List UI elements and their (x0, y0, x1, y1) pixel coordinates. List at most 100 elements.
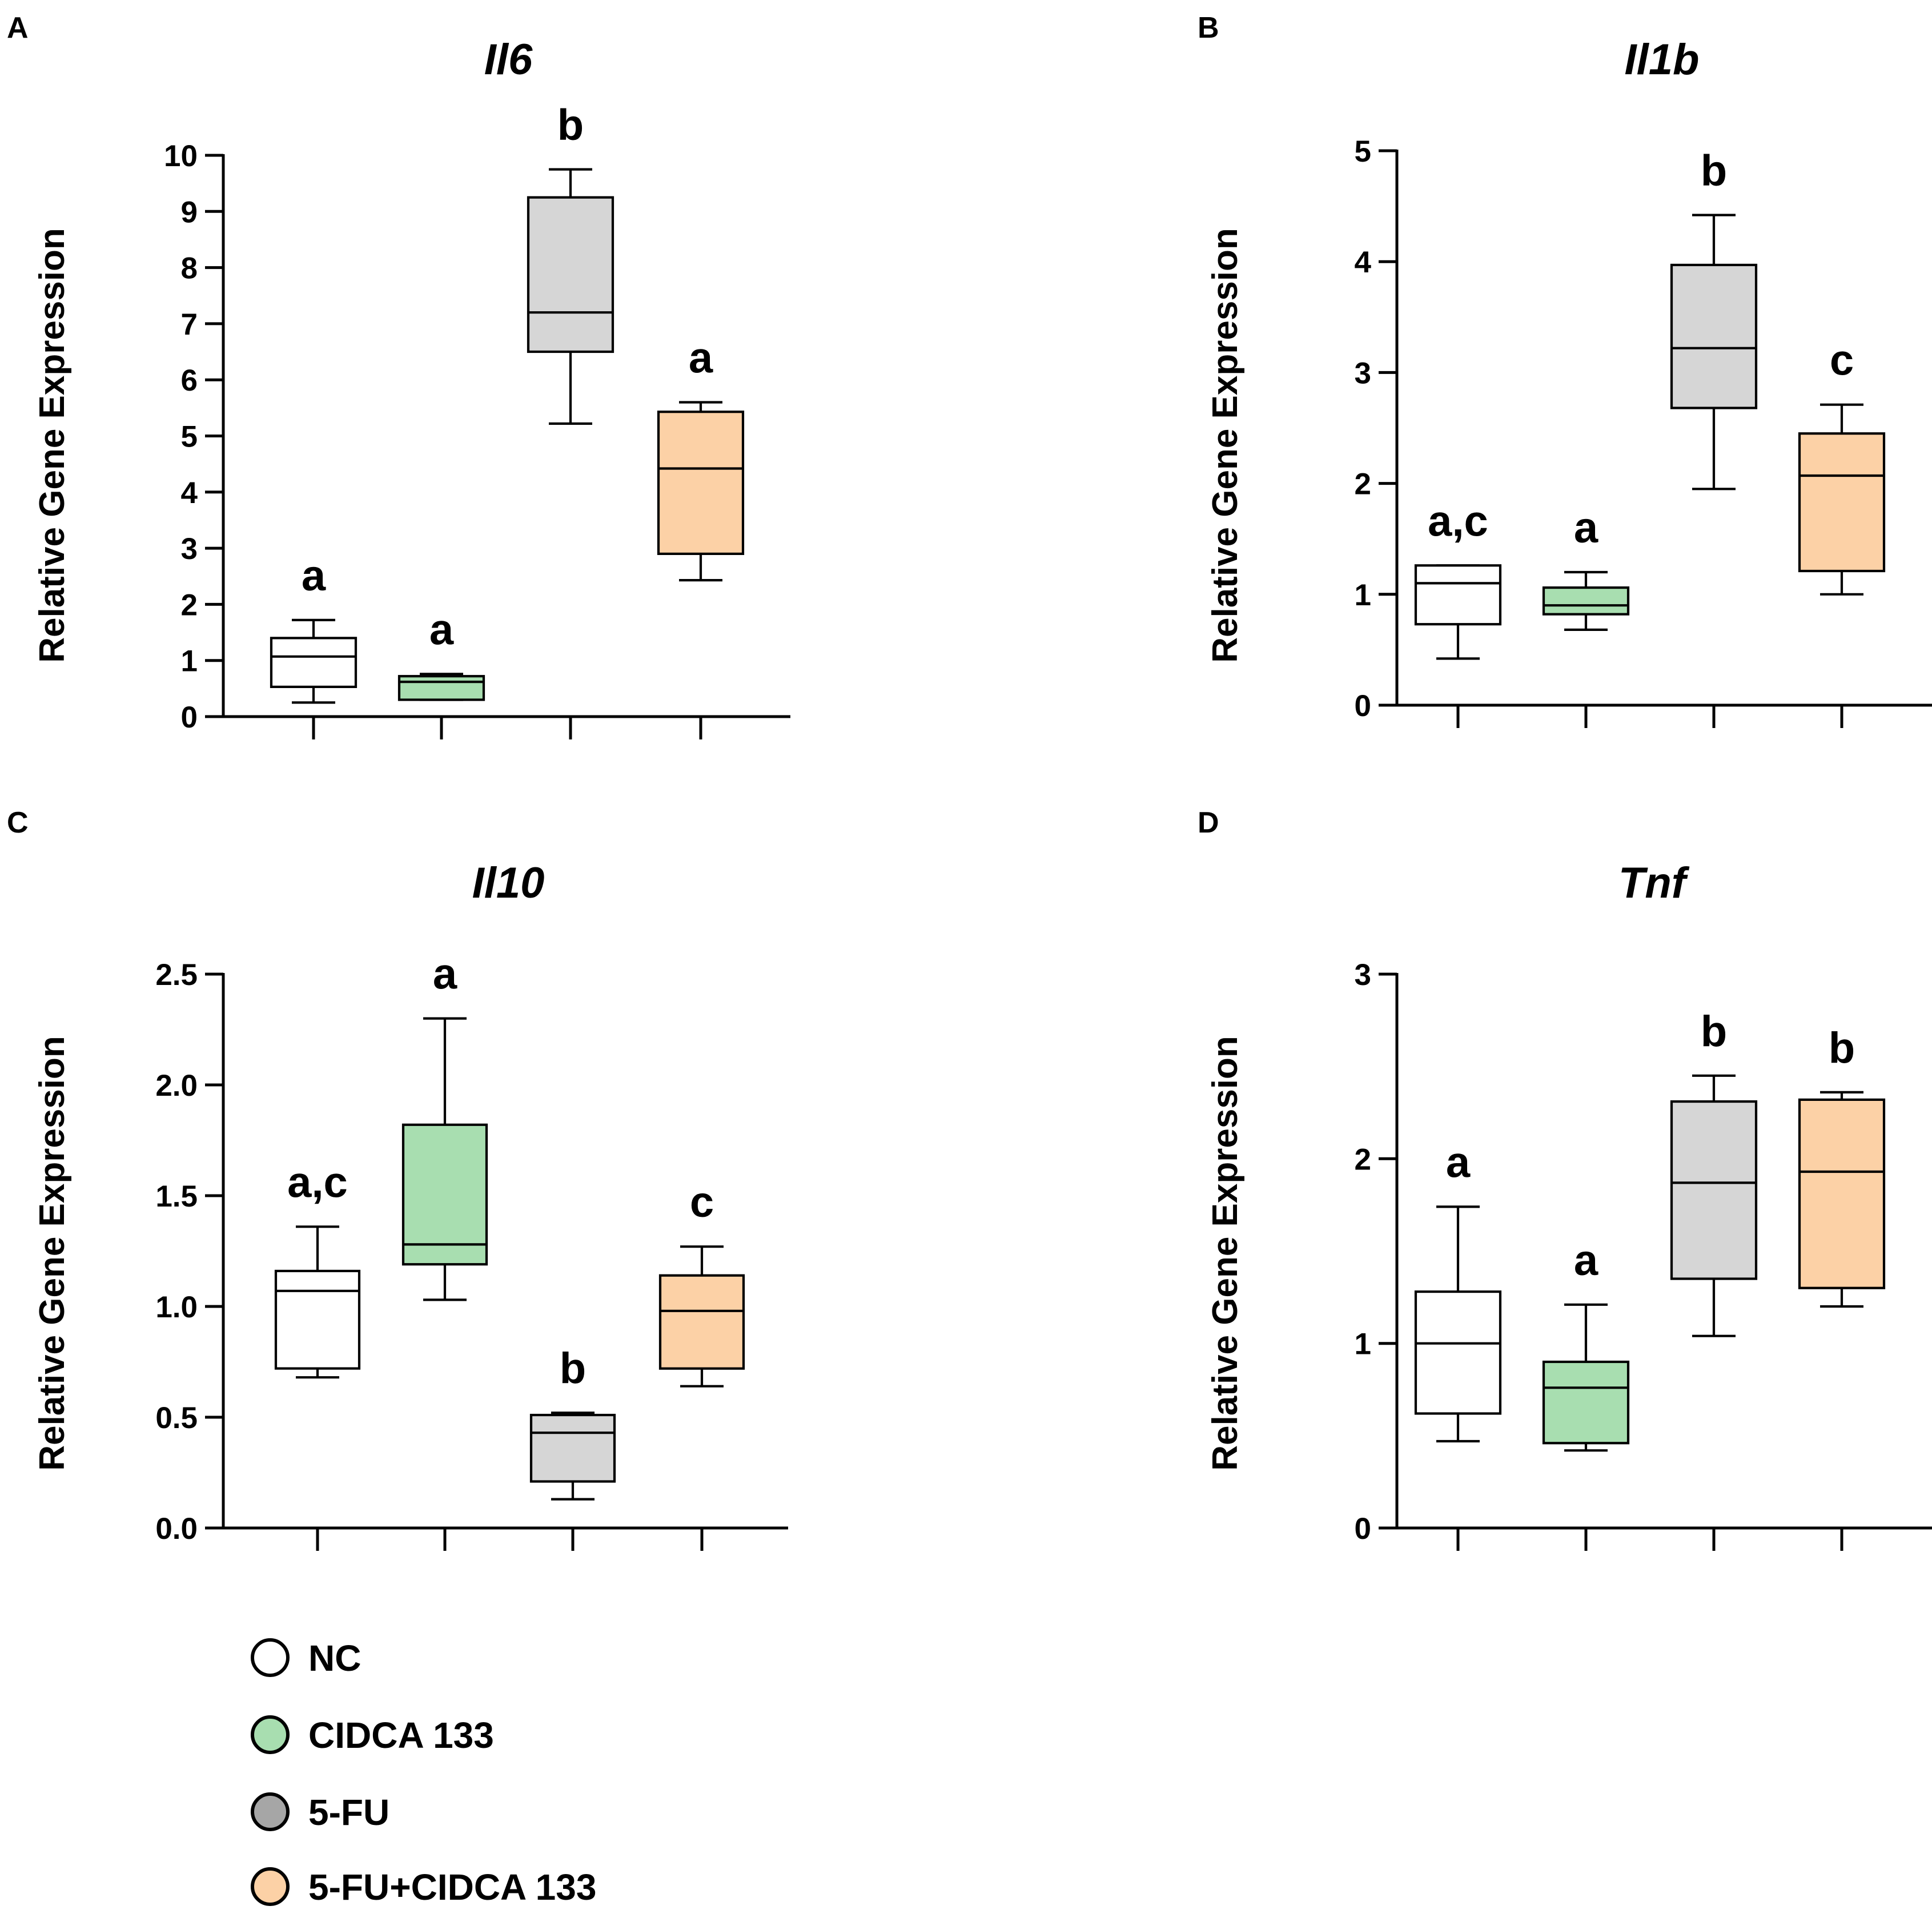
box-5-fu-cidca-133: a (657, 334, 745, 582)
significance-label: b (560, 1344, 586, 1393)
legend-item: 5-FU+CIDCA 133 (251, 1867, 596, 1908)
box-iqr (397, 675, 485, 701)
box-iqr (529, 1414, 616, 1483)
box-nc: a (1414, 1138, 1502, 1443)
y-tick-label: 4 (181, 476, 198, 510)
panel-letter: D (1198, 806, 1219, 839)
significance-label: a (302, 552, 326, 600)
y-tick-label: 1.0 (155, 1290, 198, 1324)
panel-letter: A (7, 11, 29, 45)
y-tick-label: 3 (181, 532, 198, 566)
legend-label: 5-FU (308, 1792, 389, 1833)
y-tick-label: 2.0 (155, 1069, 198, 1103)
y-tick-label: 2 (1355, 468, 1371, 501)
box-5-fu-cidca-133: c (1798, 336, 1886, 596)
box-iqr (1798, 432, 1886, 573)
box-5-fu-cidca-133: c (658, 1178, 745, 1388)
y-tick-label: 0.0 (155, 1512, 198, 1546)
box-iqr (401, 1123, 488, 1266)
y-tick-label: 0 (181, 701, 198, 734)
box-nc: a (270, 552, 358, 704)
y-tick-label: 3 (1355, 958, 1371, 992)
box-iqr (1414, 564, 1502, 626)
box-iqr (657, 411, 745, 556)
y-tick-label: 2 (181, 588, 198, 622)
significance-label: b (1701, 1007, 1727, 1056)
significance-label: a (429, 605, 454, 654)
box-cidca-133: a (1542, 504, 1630, 632)
y-tick-label: 2.5 (155, 958, 198, 992)
box-5-fu-cidca-133: b (1798, 1024, 1886, 1308)
box-cidca-133: a (401, 950, 488, 1301)
chart-title: Il1b (1625, 35, 1700, 84)
y-tick-label: 5 (1355, 135, 1371, 168)
legend-label: CIDCA 133 (308, 1715, 494, 1756)
box-5-fu: b (529, 1344, 616, 1501)
box-nc: a,c (274, 1158, 361, 1379)
y-tick-label: 9 (181, 195, 198, 229)
significance-label: a,c (1428, 497, 1488, 545)
significance-label: a (1574, 504, 1598, 552)
box-cidca-133: a (397, 605, 485, 701)
box-5-fu: b (1670, 1007, 1758, 1337)
legend-swatch (251, 1638, 290, 1677)
y-tick-label: 1.5 (155, 1180, 198, 1213)
box-iqr (527, 196, 614, 353)
y-tick-label: 8 (181, 252, 198, 286)
box-iqr (1414, 1290, 1502, 1415)
y-axis-label: Relative Gene Expression (1206, 1036, 1245, 1471)
box-iqr (1542, 586, 1630, 616)
box-nc: a,c (1414, 497, 1502, 660)
box-iqr (270, 637, 358, 689)
box-iqr (1542, 1360, 1630, 1445)
box-iqr (658, 1274, 745, 1370)
legend-item: NC (251, 1638, 361, 1679)
significance-label: c (1830, 336, 1854, 385)
box-cidca-133: a (1542, 1236, 1630, 1452)
significance-label: a (1574, 1236, 1598, 1285)
y-tick-label: 7 (181, 308, 198, 341)
significance-label: a (433, 950, 457, 999)
y-axis-label: Relative Gene Expression (33, 228, 72, 663)
legend-label: NC (308, 1638, 361, 1679)
panel-a: A Il6 Relative Gene Expression 0 1 2 3 4 5 6 7 8 9 10… (7, 11, 790, 739)
box-iqr (1670, 263, 1758, 409)
significance-label: a (689, 334, 713, 383)
y-tick-label: 2 (1355, 1143, 1371, 1176)
significance-label: b (1829, 1024, 1855, 1072)
panel-letter: B (1198, 11, 1219, 45)
box-iqr (1798, 1098, 1886, 1289)
y-tick-label: 5 (181, 420, 198, 454)
y-tick-label: 0 (1355, 689, 1371, 723)
box-5-fu: b (527, 101, 614, 425)
box-iqr (1670, 1100, 1758, 1280)
panel-c: C Il10 Relative Gene Expression 0.0 0.5 1.0 1.… (7, 806, 788, 1551)
significance-label: a (1446, 1138, 1471, 1187)
panel-letter: C (7, 806, 29, 839)
y-tick-label: 3 (1355, 356, 1371, 390)
y-tick-label: 1 (1355, 578, 1371, 612)
significance-label: c (690, 1178, 714, 1227)
y-tick-label: 6 (181, 364, 198, 397)
significance-label: b (557, 101, 584, 150)
legend-swatch (251, 1715, 290, 1754)
box-5-fu: b (1670, 147, 1758, 490)
y-tick-label: 4 (1355, 246, 1372, 279)
panel-d: D Tnf Relative Gene Expression 0 1 2 3 a a b b (1198, 806, 1932, 1551)
y-axis-label: Relative Gene Expression (33, 1036, 72, 1471)
legend-swatch (251, 1867, 290, 1906)
y-tick-label: 1 (181, 645, 198, 678)
y-axis-label: Relative Gene Expression (1206, 228, 1245, 663)
chart-title: Tnf (1618, 859, 1690, 907)
significance-label: a,c (287, 1158, 348, 1207)
legend-item: CIDCA 133 (251, 1715, 494, 1756)
box-iqr (274, 1269, 361, 1370)
y-tick-label: 10 (164, 139, 198, 173)
y-tick-label: 0.5 (155, 1401, 198, 1435)
legend: NC CIDCA 133 5-FU 5-FU+CIDCA 133 (251, 1638, 596, 1908)
y-tick-label: 0 (1355, 1512, 1371, 1546)
chart-title: Il10 (472, 859, 545, 907)
panel-b: B Il1b Relative Gene Expression 0 1 2 3 4 5 a,c a b… (1198, 11, 1932, 728)
